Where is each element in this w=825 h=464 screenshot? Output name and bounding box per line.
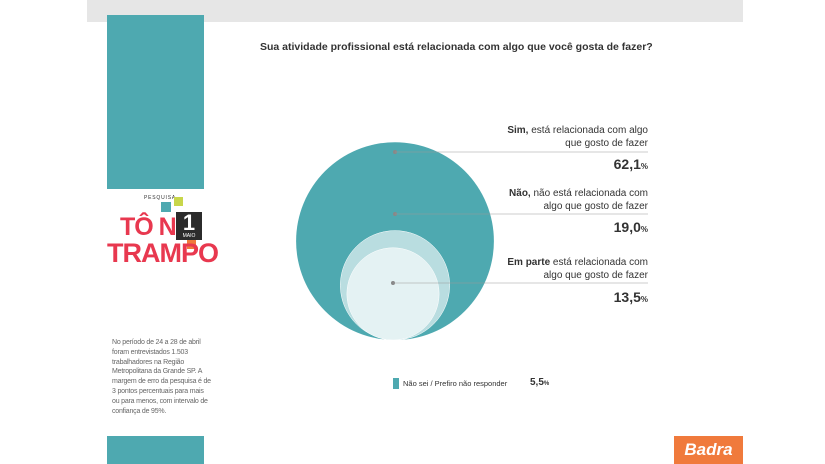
value-sim-unit: % — [640, 162, 648, 171]
value-nao: 19,0% — [488, 219, 648, 235]
legend-swatch — [393, 378, 399, 389]
badra-logo: Badra — [674, 436, 743, 464]
chart-title: Sua atividade profissional está relacion… — [260, 41, 653, 53]
value-sim-number: 62,1 — [613, 156, 641, 172]
value-em-parte: 13,5% — [488, 289, 648, 305]
label-em-parte-text: está relacionada com algo que gosto de f… — [543, 257, 648, 281]
logo-square-yellow — [174, 197, 183, 206]
value-sim: 62,1% — [488, 156, 648, 172]
sidebar-accent-block-top — [107, 15, 204, 189]
label-sim: Sim, está relacionada com algo que gosto… — [488, 124, 648, 150]
value-em-parte-number: 13,5 — [613, 289, 641, 305]
logo-date-badge: 1 — [176, 212, 202, 240]
logo-square-orange — [187, 240, 196, 249]
label-nao: Não, não está relacionada com algo que g… — [488, 187, 648, 213]
logo-date-badge-month: MAIO — [182, 233, 196, 239]
logo-line-2: TRAMPO — [107, 238, 219, 268]
logo-square-teal — [161, 202, 171, 212]
value-em-parte-unit: % — [640, 295, 648, 304]
legend-value: 5,5% — [530, 377, 549, 388]
label-nao-lead: Não, — [509, 188, 531, 199]
label-em-parte-lead: Em parte — [507, 257, 551, 268]
legend-value-unit: % — [543, 381, 550, 387]
label-sim-lead: Sim, — [507, 125, 529, 136]
value-nao-number: 19,0 — [613, 219, 641, 235]
logo-pesquisa-label: PESQUISA — [144, 195, 176, 201]
label-nao-text: não está relacionada com algo que gosto … — [530, 188, 648, 212]
circle-em-parte — [346, 247, 440, 341]
value-nao-unit: % — [640, 225, 648, 234]
legend-label: Não sei / Prefiro não responder — [403, 379, 508, 388]
label-em-parte: Em parte está relacionada com algo que g… — [488, 256, 648, 282]
survey-logo: PESQUISA TÔ NO 1 MAIO TRAMPO — [104, 195, 219, 280]
methodology-note: No período de 24 a 28 de abril foram ent… — [112, 339, 211, 415]
leader-lines — [391, 150, 648, 285]
label-sim-text: está relacionada com algo que gosto de f… — [528, 125, 648, 149]
top-bar — [87, 0, 743, 22]
sidebar-accent-block-bottom — [107, 436, 204, 464]
legend-value-number: 5,5 — [530, 377, 544, 388]
